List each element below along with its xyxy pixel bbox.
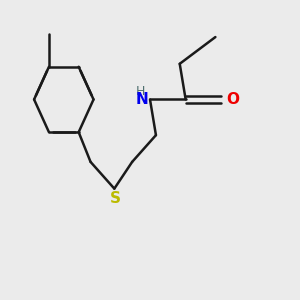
Text: N: N — [136, 92, 148, 107]
Text: H: H — [135, 85, 145, 98]
Text: O: O — [227, 92, 240, 107]
Text: S: S — [110, 191, 120, 206]
